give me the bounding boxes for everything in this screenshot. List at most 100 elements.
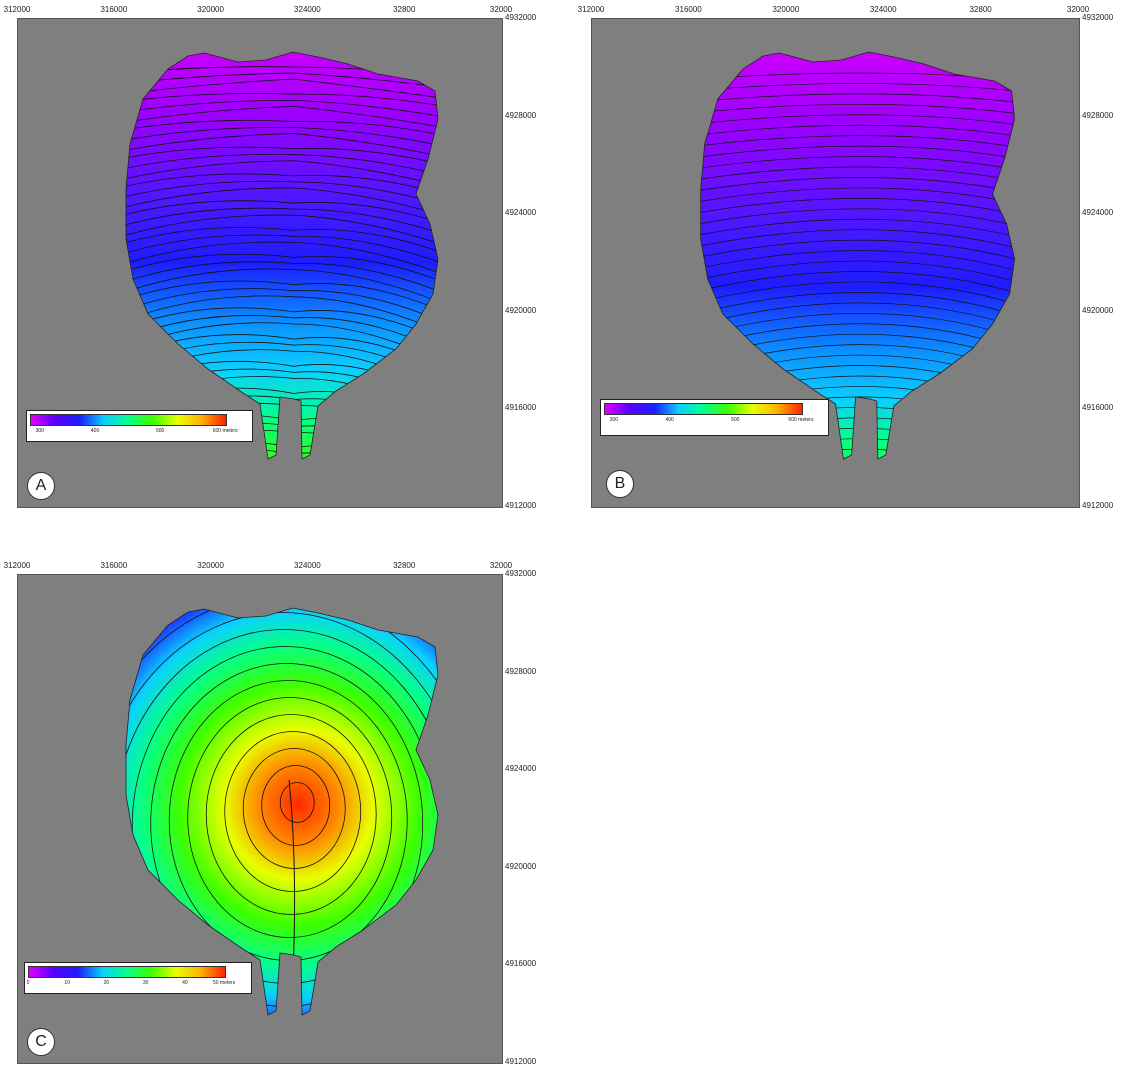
contour-line xyxy=(700,271,1015,323)
contour-line xyxy=(126,93,438,123)
contour-line xyxy=(700,114,1015,139)
contour-line xyxy=(700,417,1015,459)
contour-line xyxy=(126,234,438,301)
contour-line xyxy=(700,354,1015,421)
map-surface-c xyxy=(125,607,439,1016)
y-tick-label: 4920000 xyxy=(1082,305,1114,315)
x-tick-label: 312000 xyxy=(3,561,31,570)
x-tick-label: 32800 xyxy=(393,5,416,14)
color-legend-b: 300 400 500 600 meters xyxy=(600,399,829,436)
basin-outline xyxy=(125,607,439,1016)
contour-line xyxy=(126,227,438,290)
contour-line xyxy=(224,731,362,892)
legend-tick-label: 400 xyxy=(665,417,674,423)
panel-label-a: A xyxy=(27,472,55,500)
panel-label-c: C xyxy=(27,1028,55,1056)
contour-line xyxy=(700,229,1015,274)
x-tick-label: 32000 xyxy=(1066,5,1090,14)
legend-tick-label: 600 meters xyxy=(212,428,238,434)
contour-line xyxy=(700,83,1015,102)
contour-line xyxy=(126,105,438,145)
contour-line xyxy=(700,145,1015,176)
contour-line xyxy=(126,127,438,168)
x-tick-label: 312000 xyxy=(3,5,31,14)
legend-tick-label: 300 xyxy=(35,428,44,434)
contour-line xyxy=(700,407,1015,459)
colorbar xyxy=(30,414,228,426)
contour-line xyxy=(126,78,438,112)
contour-line xyxy=(700,396,1015,459)
map-panel-a: 300 400 500 600 meters A 312000 316000 320000… xyxy=(0,0,560,520)
contour-line xyxy=(126,449,438,459)
y-tick-label: 4932000 xyxy=(505,13,537,22)
contour-line xyxy=(592,470,1079,507)
x-tick-label: 316000 xyxy=(675,5,702,14)
contour-line xyxy=(700,218,1015,261)
contour-line xyxy=(126,200,438,257)
contour-line xyxy=(700,239,1015,286)
contour-line xyxy=(700,323,1015,384)
contour-line xyxy=(700,177,1015,212)
legend-tick-label: 400 xyxy=(90,428,100,434)
contour-line xyxy=(700,438,1015,459)
x-tick-label: 316000 xyxy=(100,5,128,14)
contour-line xyxy=(700,198,1015,237)
legend-tick-label: 300 xyxy=(609,417,619,423)
y-tick-label: 4912000 xyxy=(1082,501,1114,510)
y-tick-label: 4920000 xyxy=(505,861,537,871)
contour-line xyxy=(261,765,331,846)
contour-line xyxy=(187,697,393,938)
contour-line xyxy=(126,261,438,334)
x-tick-label: 32000 xyxy=(489,5,513,14)
contour-line xyxy=(700,124,1015,151)
y-tick-label: 4916000 xyxy=(1082,403,1114,413)
basin-outline xyxy=(125,51,439,460)
y-tick-label: 4924000 xyxy=(505,208,537,218)
map-frame-c xyxy=(17,574,503,1064)
contour-line xyxy=(126,441,438,459)
contour-line xyxy=(126,207,438,268)
contour-line xyxy=(126,253,438,323)
y-tick-label: 4924000 xyxy=(1082,208,1114,218)
x-tick-label: 324000 xyxy=(294,5,321,14)
y-tick-label: 4916000 xyxy=(505,403,537,413)
map-surface-b xyxy=(592,51,1079,507)
y-tick-label: 4932000 xyxy=(1082,13,1114,22)
contour-line xyxy=(592,480,1079,507)
y-tick-label: 4928000 xyxy=(1082,110,1114,120)
contour-line xyxy=(700,333,1015,396)
contour-line xyxy=(700,375,1015,445)
contour-line xyxy=(700,365,1015,433)
x-tick-label: 324000 xyxy=(869,5,897,14)
contour-line xyxy=(126,629,438,1015)
contour-line xyxy=(700,386,1015,457)
contour-line xyxy=(700,448,1015,459)
contour-line xyxy=(700,93,1015,114)
legend-tick-label: 600 meters xyxy=(788,417,814,423)
contour-line xyxy=(700,260,1015,310)
legend-tick-label: 40 xyxy=(182,980,188,986)
y-tick-label: 4916000 xyxy=(505,959,537,969)
contour-line xyxy=(592,460,1079,507)
basin-outline xyxy=(700,51,1016,460)
y-tick-label: 4924000 xyxy=(505,764,537,774)
x-tick-label: 316000 xyxy=(100,561,128,570)
y-tick-label: 4920000 xyxy=(505,305,537,315)
contour-line xyxy=(279,782,315,823)
contour-line xyxy=(700,281,1015,335)
x-tick-label: 32000 xyxy=(489,561,513,570)
contour-line xyxy=(700,187,1015,225)
contour-line xyxy=(700,292,1015,347)
contour-line xyxy=(126,268,438,345)
x-tick-label: 324000 xyxy=(294,561,321,570)
legend-tick-label: 0 xyxy=(26,980,30,986)
x-tick-label: 32800 xyxy=(393,561,416,570)
contour-line xyxy=(700,250,1015,298)
legend-tick-label: 500 xyxy=(731,417,740,423)
color-legend-c: 0 10 20 30 40 50 meters xyxy=(24,962,252,994)
x-tick-label: 32800 xyxy=(969,5,992,14)
legend-tick-label: 50 meters xyxy=(212,980,236,986)
contour-line xyxy=(700,156,1015,188)
contour-line xyxy=(205,714,377,915)
contour-line xyxy=(126,612,438,1015)
